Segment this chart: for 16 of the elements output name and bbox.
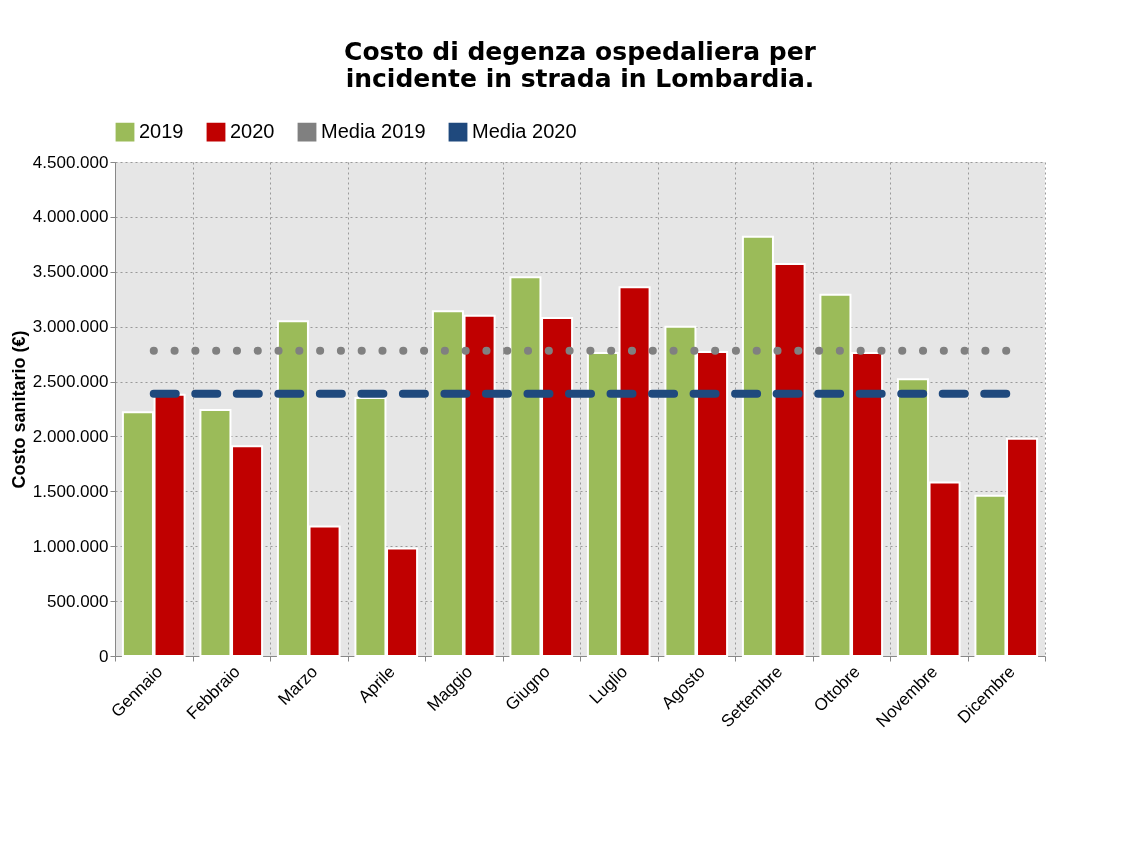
y-tick-label: 1.000.000 — [32, 536, 109, 556]
y-tick-label: 3.500.000 — [32, 262, 109, 282]
legend-label: 2019 — [139, 120, 184, 143]
legend-label: 2020 — [230, 120, 275, 143]
y-tick-label: 4.000.000 — [32, 207, 109, 227]
legend-label: Media 2020 — [472, 120, 577, 143]
y-tick-label: 1.500.000 — [32, 481, 109, 501]
chart-title: Costo di degenza ospedaliera per incidente in strada in Lombardia. — [344, 37, 817, 93]
y-tick-label: 3.000.000 — [32, 317, 109, 337]
y-tick-label: 500.000 — [47, 591, 109, 611]
y-tick-label: 2.500.000 — [32, 372, 109, 392]
legend-label: Media 2019 — [321, 120, 426, 143]
y-tick-label: 0 — [99, 646, 109, 666]
y-tick-label: 4.500.000 — [32, 152, 109, 172]
y-axis-title: Costo sanitario (€) — [8, 330, 29, 489]
y-tick-label: 2.000.000 — [32, 426, 109, 446]
